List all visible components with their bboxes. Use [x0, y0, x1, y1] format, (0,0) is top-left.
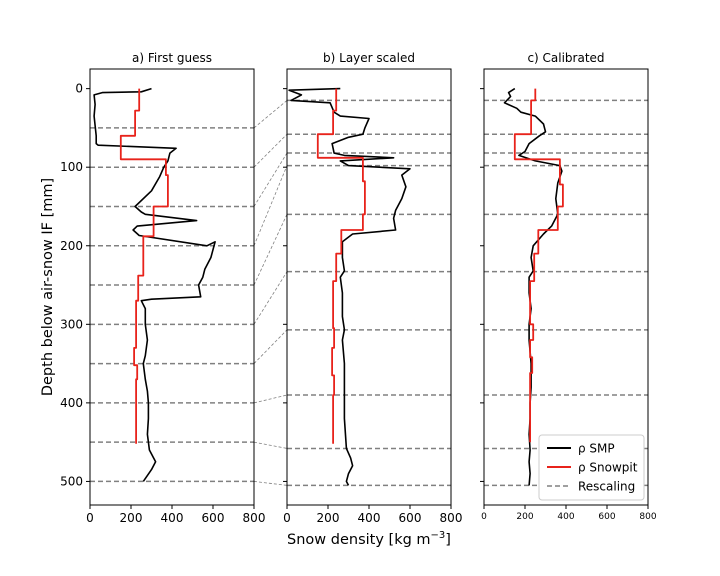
panel-1-frame [89, 68, 255, 506]
rescaling-connector [253, 165, 288, 246]
legend-label-rescaling: Rescaling [578, 480, 635, 494]
panel-2-x-tick-label: 400 [358, 511, 381, 525]
panel-2-x-tick-label: 200 [317, 511, 340, 525]
panel-3-x-tick-label: 200 [516, 512, 533, 522]
panel-1: a) First guess 0 200 400 600 800 0 100 200 300 400… [60, 51, 265, 525]
panel-2-x-tick-label: 800 [440, 511, 463, 525]
panel-1-x-tick-label: 200 [120, 511, 143, 525]
rescaling-connectors [253, 100, 288, 486]
panel-3-x-tick-label: 400 [557, 512, 574, 522]
legend-label-snowpit: ρ Snowpit [578, 461, 638, 475]
panel-3-snowpit-line [513, 88, 564, 443]
panel-1-snowpit-line [119, 88, 169, 444]
rescaling-connector [253, 133, 288, 168]
rescaling-connector [253, 152, 288, 207]
panel-1-x-tick-label: 400 [161, 511, 184, 525]
panel-2-title: b) Layer scaled [323, 51, 415, 65]
panel-1-y-tick-label: 100 [60, 160, 83, 174]
x-axis-label-close: ] [445, 532, 451, 548]
panel-2: b) Layer scaled 0 200 400 600 800 [283, 51, 462, 525]
panel-2-smp-line [288, 87, 411, 486]
panel-2-x-tick-label: 600 [399, 511, 422, 525]
rescaling-connector [253, 481, 288, 486]
panel-1-title: a) First guess [132, 51, 212, 65]
panel-1-y-tick-label: 400 [60, 396, 83, 410]
legend-box [538, 434, 645, 501]
panel-1-y-tick-label: 200 [60, 239, 83, 253]
panel-2-snowpit-line [316, 88, 366, 444]
x-axis-label: Snow density [kg m−3] [287, 530, 451, 548]
panel-3-x-tick-label: 0 [481, 512, 487, 522]
x-axis-label-main: Snow density [kg m [287, 532, 431, 548]
panel-1-x-tick-label: 600 [202, 511, 225, 525]
panel-1-y-tick-label: 500 [60, 474, 83, 488]
panel-1-smp-line [93, 87, 216, 482]
x-axis-label-exponent: −3 [431, 530, 446, 541]
rescaling-connector [253, 271, 288, 325]
rescaling-connector [253, 441, 288, 449]
panel-3-x-tick-label: 600 [598, 512, 615, 522]
rescaling-connector [253, 214, 288, 286]
legend-label-smp: ρ SMP [578, 442, 615, 456]
panel-3: c) Calibrated 0 200 400 600 800 [480, 51, 657, 522]
panel-1-y-tick-label: 300 [60, 317, 83, 331]
panel-3-title: c) Calibrated [527, 51, 604, 65]
y-axis-label: Depth below air-snow IF [mm] [40, 178, 56, 396]
rescaling-connector [253, 100, 288, 129]
rescaling-connector [253, 329, 288, 364]
panel-3-x-tick-label: 800 [639, 512, 656, 522]
chart-panels: a) First guess 0 200 400 600 800 0 100 200 300 400… [60, 51, 657, 525]
panel-1-x-tick-label: 0 [86, 511, 94, 525]
panel-3-smp-line [503, 87, 563, 486]
rescaling-connector [253, 394, 288, 404]
panel-1-y-tick-label: 0 [75, 82, 83, 96]
legend: ρ SMP ρ Snowpit Rescaling [538, 434, 645, 501]
panel-1-x-tick-label: 800 [243, 511, 266, 525]
panel-2-x-tick-label: 0 [283, 511, 291, 525]
